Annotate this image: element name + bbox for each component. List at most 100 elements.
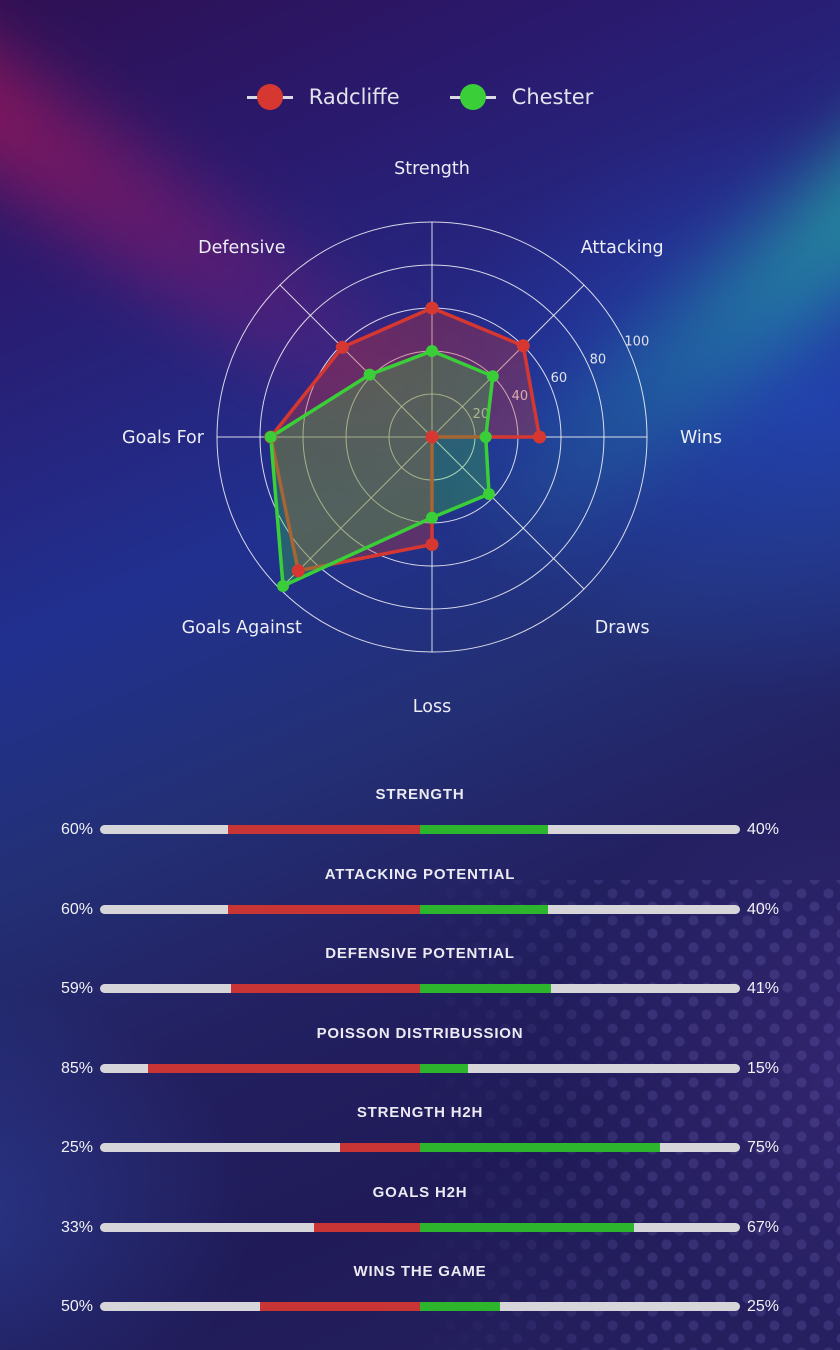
- radar-tick-label: 20: [473, 407, 490, 422]
- bar-row: 60% 40%: [0, 900, 840, 918]
- radar-point-chester: [486, 370, 499, 383]
- comparison-bar-block: ATTACKING POTENTIAL 60% 40%: [0, 851, 840, 931]
- left-percentage: 59%: [60, 980, 93, 997]
- comparison-bar-block: STRENGTH H2H 25% 75%: [0, 1089, 840, 1169]
- bar-track: [100, 825, 740, 834]
- comparison-bar-block: STRENGTH 60% 40%: [0, 771, 840, 851]
- radar-spoke: [431, 284, 585, 438]
- red-bar-segment: [340, 1143, 420, 1152]
- radar-point-radcliffe: [425, 301, 439, 315]
- comparison-bar-block: DEFENSIVE POTENTIAL 59% 41%: [0, 930, 840, 1010]
- green-bar-segment: [420, 825, 548, 834]
- bar-row: 85% 15%: [0, 1059, 840, 1077]
- red-bar-segment: [148, 1063, 420, 1073]
- right-percentage: 41%: [747, 980, 780, 997]
- bar-row: 50% 25%: [0, 1298, 840, 1315]
- radar-axis-label: Strength: [394, 159, 470, 179]
- radar-axis-label: Draws: [595, 618, 650, 638]
- bar-track: [100, 1302, 740, 1311]
- left-percentage: 25%: [60, 1139, 93, 1156]
- bar-track: [100, 904, 740, 914]
- red-bar-segment: [314, 1222, 420, 1232]
- radar-point-radcliffe: [533, 430, 546, 444]
- bar-track: [100, 984, 740, 993]
- radar-point-chester: [363, 368, 376, 381]
- right-percentage: 40%: [747, 900, 780, 918]
- radar-axis-label: Goals For: [122, 428, 205, 448]
- comparison-bar-block: POISSON DISTRIBUSSION 85% 15%: [0, 1010, 840, 1090]
- legend-marker-green: [449, 84, 496, 110]
- bar-title: STRENGTH: [375, 786, 465, 803]
- radar-axis-label: Wins: [680, 428, 722, 448]
- bar-row: 60% 40%: [0, 821, 840, 838]
- right-percentage: 25%: [747, 1298, 780, 1315]
- chart-legend: Radcliffe Chester: [0, 84, 840, 110]
- radar-point-chester: [264, 431, 277, 443]
- comparison-bars-section: STRENGTH 60% 40% ATTACKING POTENTIAL 60%…: [0, 771, 840, 1328]
- radar-axis-label: Defensive: [198, 238, 285, 258]
- bar-title: WINS THE GAME: [353, 1263, 487, 1280]
- radar-point-radcliffe: [425, 538, 439, 551]
- radar-point-radcliffe: [291, 564, 305, 578]
- legend-item-chester[interactable]: Chester: [449, 84, 594, 110]
- bar-track: [100, 1222, 740, 1232]
- red-bar-segment: [228, 904, 420, 914]
- radar-chart: 20 40 60 80 100 Strength Attacking Wins Draws Los…: [122, 159, 722, 717]
- radar-point-chester: [483, 488, 496, 501]
- legend-label: Radcliffe: [308, 85, 400, 109]
- red-bar-segment: [231, 984, 420, 993]
- green-bar-segment: [420, 1143, 660, 1152]
- radar-axis-label: Loss: [413, 697, 451, 717]
- comparison-bar-block: WINS THE GAME 50% 25%: [0, 1248, 840, 1328]
- radar-point-chester: [426, 511, 438, 524]
- bar-title: STRENGTH H2H: [356, 1104, 484, 1121]
- legend-item-radcliffe[interactable]: Radcliffe: [246, 84, 400, 110]
- left-percentage: 60%: [60, 821, 93, 838]
- bar-track: [100, 1063, 740, 1073]
- left-percentage: 33%: [60, 1218, 93, 1236]
- red-dot-icon: [256, 84, 283, 110]
- radar-point-radcliffe: [425, 430, 439, 444]
- dot-pattern-decoration: [410, 880, 840, 1350]
- right-percentage: 15%: [747, 1059, 780, 1077]
- legend-marker-red: [246, 84, 293, 110]
- bar-title: GOALS H2H: [372, 1183, 468, 1201]
- radar-point-chester: [426, 345, 438, 357]
- red-bar-segment: [260, 1302, 420, 1311]
- green-dot-icon: [459, 84, 486, 110]
- radar-point-radcliffe: [516, 339, 530, 353]
- bar-row: 25% 75%: [0, 1139, 840, 1156]
- comparison-bar-block: GOALS H2H 33% 67%: [0, 1169, 840, 1249]
- radar-spoke: [279, 284, 433, 438]
- green-bar-segment: [420, 984, 552, 993]
- right-percentage: 75%: [747, 1139, 780, 1156]
- left-percentage: 60%: [60, 900, 93, 918]
- red-bar-segment: [228, 825, 420, 834]
- bar-title: ATTACKING POTENTIAL: [324, 865, 516, 883]
- radar-tick-label: 100: [624, 334, 649, 349]
- left-percentage: 50%: [60, 1298, 93, 1315]
- green-bar-segment: [420, 904, 548, 914]
- green-bar-segment: [420, 1222, 635, 1232]
- radar-point-radcliffe: [335, 340, 349, 354]
- radar-tick-label: 60: [551, 371, 568, 386]
- bar-row: 33% 67%: [0, 1218, 840, 1236]
- legend-label: Chester: [511, 85, 594, 109]
- green-bar-segment: [420, 1302, 500, 1311]
- right-percentage: 67%: [747, 1218, 780, 1236]
- radar-axis-label: Attacking: [581, 238, 664, 258]
- radar-axis-label: Goals Against: [182, 618, 302, 638]
- radar-tick-label: 80: [590, 353, 607, 368]
- radar-spoke: [431, 436, 585, 590]
- bar-row: 59% 41%: [0, 980, 840, 997]
- right-percentage: 40%: [747, 821, 780, 838]
- bar-title: POISSON DISTRIBUSSION: [316, 1024, 524, 1042]
- radar-point-chester: [479, 431, 492, 443]
- radar-spoke: [279, 436, 433, 590]
- radar-point-chester: [277, 579, 290, 592]
- radar-tick-label: 40: [512, 389, 529, 404]
- left-percentage: 85%: [60, 1059, 93, 1077]
- bar-track: [100, 1143, 740, 1152]
- bar-title: DEFENSIVE POTENTIAL: [325, 945, 515, 962]
